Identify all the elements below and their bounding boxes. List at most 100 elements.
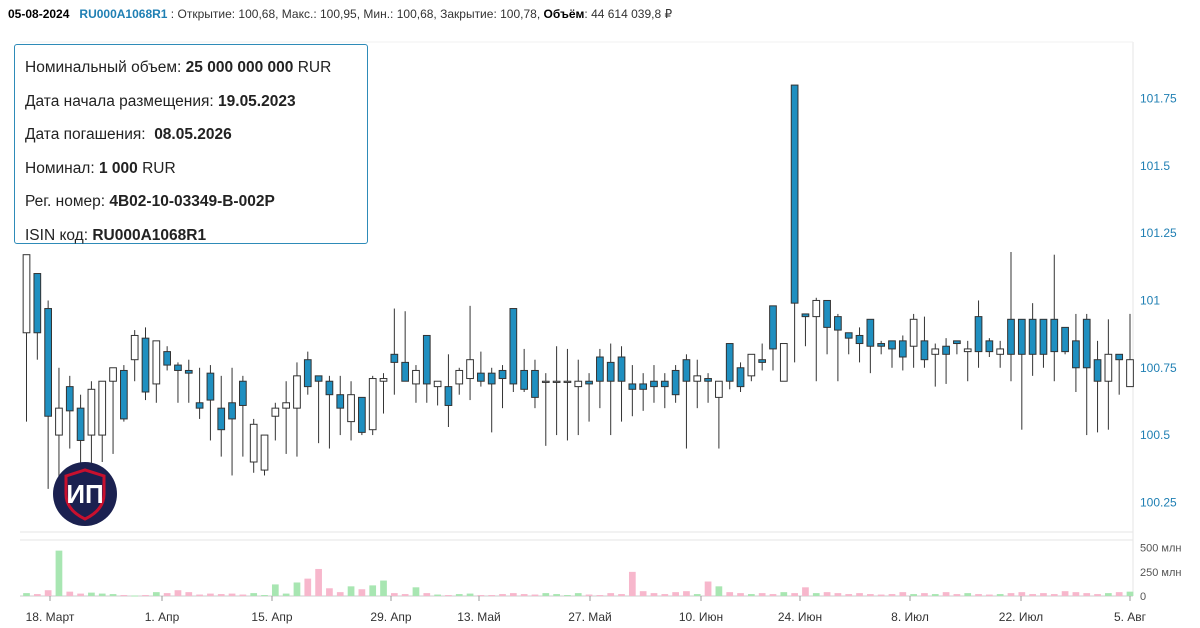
x-tick-label: 24. Июн <box>778 610 822 624</box>
candle-body <box>455 369 464 385</box>
volume-tick-label: 500 млн <box>1140 543 1181 555</box>
candle-body <box>715 380 723 398</box>
volume-bar <box>434 594 441 596</box>
isin-value: RU000A1068R1 <box>92 226 207 244</box>
candle-body <box>87 388 96 436</box>
volume-bar <box>423 593 431 596</box>
volume-bar <box>823 592 831 596</box>
volume-bar <box>574 593 582 596</box>
header-open-value: 100,68 <box>238 7 276 21</box>
volume-bar <box>185 592 193 596</box>
volume-bar <box>336 592 344 596</box>
candle-body <box>898 340 907 358</box>
candle-body <box>412 369 420 385</box>
candle-body <box>1072 340 1080 369</box>
candle-body <box>120 369 128 420</box>
volume-bar <box>142 595 149 597</box>
header-high-value: 100,95 <box>320 7 357 21</box>
volume-bar <box>888 594 896 596</box>
candle-body <box>1007 318 1015 355</box>
volume-tick-label: 250 млн <box>1140 567 1181 579</box>
candle-body <box>260 434 269 471</box>
candle-body <box>996 348 1005 355</box>
candle-body <box>206 372 215 401</box>
volume-bar <box>358 589 366 596</box>
volume-bar <box>1083 593 1091 596</box>
candle-body <box>779 343 788 382</box>
candle-body <box>379 378 388 382</box>
header-high-label: Макс.: <box>281 7 317 21</box>
candle-body <box>271 407 280 417</box>
candle-body <box>531 369 539 398</box>
candle-body <box>1082 318 1091 369</box>
volume-bar <box>98 593 106 596</box>
volume-bar <box>607 593 615 596</box>
candle-body <box>985 340 994 353</box>
candle-body <box>44 308 52 417</box>
volume-bar <box>996 594 1004 596</box>
candle-body <box>671 369 680 396</box>
candle-body <box>336 394 345 409</box>
volume-bar <box>672 592 679 596</box>
volume-bar <box>120 595 128 597</box>
volume-bar <box>455 594 463 596</box>
candle-body <box>617 356 626 382</box>
candle-body <box>747 353 756 377</box>
candle-body <box>1093 359 1102 382</box>
candle-body <box>650 380 658 388</box>
candle-body <box>293 375 301 409</box>
candle-body <box>920 340 929 361</box>
nominal-unit: RUR <box>142 159 176 177</box>
candle-body <box>942 345 950 355</box>
volume-bar <box>726 592 734 596</box>
nominal-volume-value: 25 000 000 000 <box>185 59 294 76</box>
info-maturity: Дата погашения: 08.05.2026 <box>25 126 232 144</box>
header-volume-label: Объём <box>543 7 585 21</box>
candle-body <box>325 380 334 396</box>
x-tick-label: 10. Июн <box>679 610 723 624</box>
volume-bar <box>975 594 982 596</box>
price-tick-label: 101.75 <box>1140 92 1177 106</box>
candle-body <box>217 407 226 431</box>
volume-bar <box>531 594 539 596</box>
candle-body <box>909 318 918 347</box>
x-tick-label: 29. Апр <box>370 610 412 624</box>
header-low-label: Мин.: <box>363 7 394 21</box>
candle-body <box>1050 318 1059 353</box>
candle-body <box>358 396 366 433</box>
info-placement-start: Дата начала размещения: 19.05.2023 <box>25 92 296 110</box>
price-tick-label: 101.5 <box>1140 159 1170 173</box>
candle-body <box>606 361 615 382</box>
volume-bar <box>845 594 853 596</box>
volume-bar <box>553 594 560 596</box>
candle-body <box>390 353 399 363</box>
candle-body <box>736 367 745 388</box>
volume-bar <box>1018 592 1026 596</box>
volume-bar <box>131 595 139 597</box>
info-nominal: Номинал: 1 000 RUR <box>25 159 176 177</box>
maturity-value: 08.05.2026 <box>154 126 232 144</box>
volume-bar <box>986 594 993 596</box>
volume-bar <box>618 594 625 596</box>
candle-body <box>152 340 161 385</box>
volume-bar <box>77 593 84 596</box>
volume-bar <box>217 594 225 596</box>
candle-body <box>574 380 583 388</box>
reg-number-value: 4B02-10-03349-B-002P <box>109 193 275 211</box>
candle-body <box>639 383 648 390</box>
candle-body <box>509 308 518 385</box>
candle-body <box>563 380 572 383</box>
candle-body <box>596 356 604 382</box>
volume-bar <box>109 594 117 596</box>
volume-bar <box>207 593 214 596</box>
volume-bar <box>1007 593 1015 596</box>
volume-bar <box>1029 594 1036 596</box>
volume-bar <box>661 594 669 596</box>
candle-body <box>758 359 767 363</box>
volume-bar <box>401 594 409 596</box>
volume-bar <box>704 581 712 596</box>
candle-body <box>660 380 669 388</box>
volume-bar <box>747 594 755 596</box>
volume-bar <box>877 594 885 596</box>
